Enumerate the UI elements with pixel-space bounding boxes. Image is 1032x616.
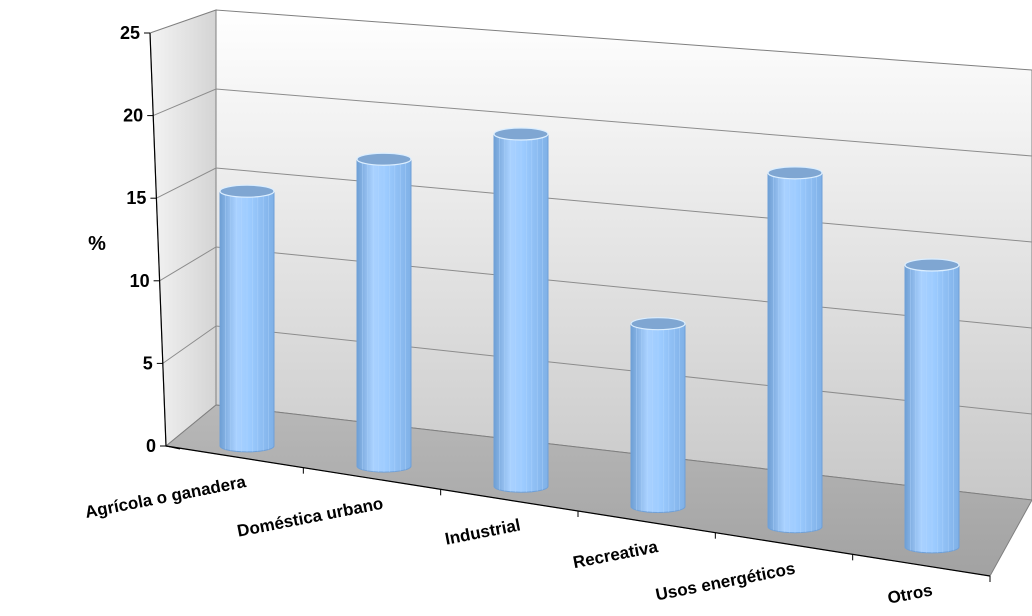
bar	[493, 127, 549, 493]
bar-top	[904, 258, 960, 272]
x-tick-label: Recreativa	[571, 537, 660, 572]
axes	[144, 32, 991, 582]
x-tick-label: Agrícola o ganadera	[83, 472, 248, 522]
bars	[219, 127, 960, 554]
y-tick-label: 0	[146, 436, 156, 456]
gridline	[159, 246, 1032, 329]
y-tick-labels: 0 5 10 15 20 25	[120, 23, 156, 456]
bar-top	[356, 152, 412, 166]
bar	[630, 317, 686, 513]
x-tick-label: Otros	[886, 580, 934, 607]
x-tick-label: Industrial	[443, 515, 522, 548]
y-tick-label: 10	[130, 271, 150, 291]
bar-top	[630, 317, 686, 331]
y-tick-label: 25	[120, 23, 140, 43]
gridline	[153, 88, 1032, 157]
bar-top	[767, 166, 823, 180]
bar-top	[493, 127, 549, 141]
x-tick	[165, 445, 181, 450]
x-tick-label: Usos energéticos	[654, 559, 797, 605]
gridline	[162, 325, 1032, 415]
bar-top	[219, 184, 275, 198]
gridlines	[153, 88, 1032, 415]
y-tick-label: 5	[143, 353, 153, 373]
bar	[356, 152, 412, 473]
bar	[767, 166, 823, 534]
y-axis-label: %	[88, 233, 106, 255]
x-tick-label: Doméstica urbano	[236, 494, 385, 541]
bar	[219, 184, 275, 453]
y-tick-label: 20	[123, 106, 143, 126]
side-wall	[149, 9, 217, 448]
y-tick-label: 15	[126, 188, 146, 208]
gridline	[156, 167, 1032, 243]
bar	[904, 258, 960, 554]
y-axis-line	[149, 32, 167, 447]
